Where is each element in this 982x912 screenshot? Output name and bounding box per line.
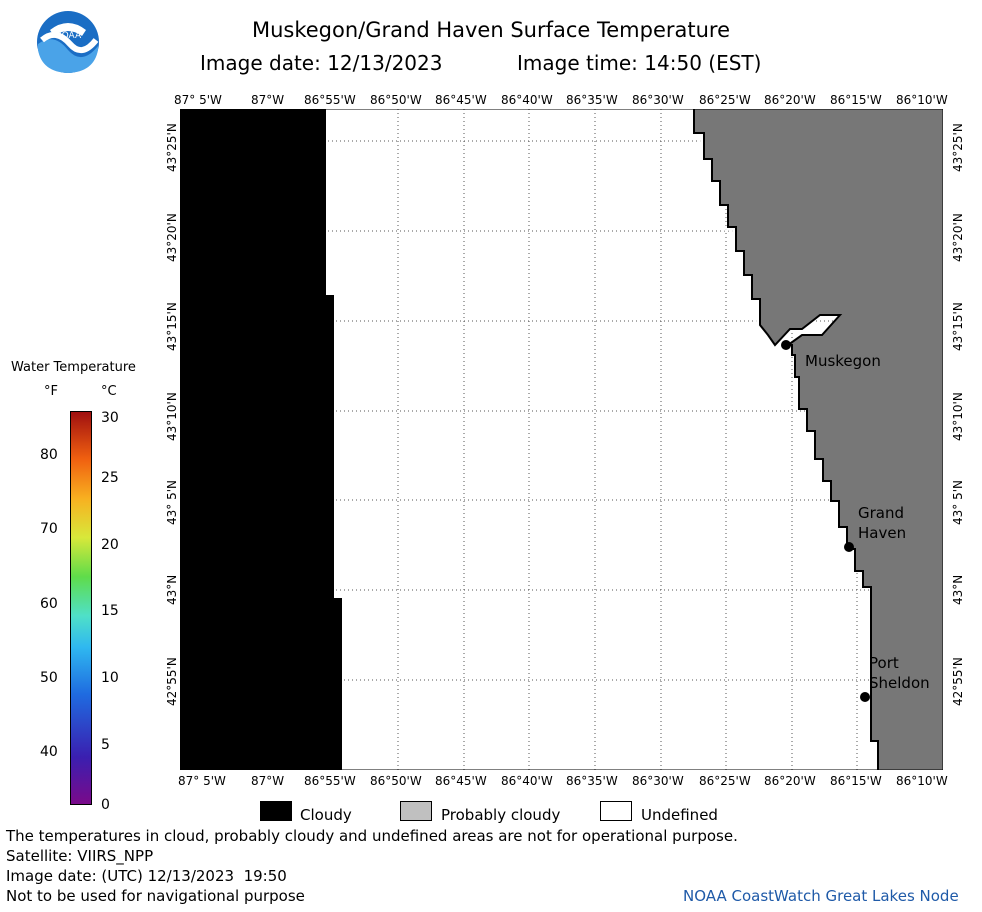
colorbar bbox=[70, 411, 92, 805]
lon-tick: 86°30'W bbox=[632, 93, 684, 107]
lon-tick: 87°W bbox=[251, 774, 285, 788]
footer-note: The temperatures in cloud, probably clou… bbox=[6, 827, 738, 845]
lat-tick: 42°55'N bbox=[951, 657, 965, 706]
lon-tick: 86°35'W bbox=[566, 774, 618, 788]
lon-tick: 86°55'W bbox=[304, 93, 356, 107]
legend-label-undefined: Undefined bbox=[641, 806, 718, 824]
lon-tick: 86°30'W bbox=[632, 774, 684, 788]
image-time: Image time: 14:50 (EST) bbox=[517, 51, 762, 75]
f-tick: 70 bbox=[40, 521, 58, 537]
f-tick: 50 bbox=[40, 670, 58, 686]
footer-credit: NOAA CoastWatch Great Lakes Node bbox=[683, 887, 959, 905]
lon-tick: 86°50'W bbox=[370, 93, 422, 107]
land-region bbox=[694, 109, 943, 770]
lat-tick: 42°55'N bbox=[165, 657, 179, 706]
logo-text: NOAA bbox=[55, 31, 82, 41]
c-tick: 25 bbox=[101, 470, 119, 486]
legend-swatch-probably-cloudy bbox=[400, 801, 432, 821]
colorbar-title: Water Temperature bbox=[11, 360, 136, 375]
lon-tick: 86°20'W bbox=[764, 774, 816, 788]
c-tick: 30 bbox=[101, 410, 119, 426]
lat-tick: 43°10'N bbox=[951, 392, 965, 441]
footer-nav-note: Not to be used for navigational purpose bbox=[6, 887, 305, 905]
f-tick: 80 bbox=[40, 447, 58, 463]
c-tick: 5 bbox=[101, 737, 110, 753]
city-dot-grand-haven bbox=[844, 542, 854, 552]
place-label-grand-haven-2: Haven bbox=[858, 524, 906, 542]
lon-tick: 86°40'W bbox=[501, 93, 553, 107]
c-tick: 20 bbox=[101, 537, 119, 553]
c-tick: 10 bbox=[101, 670, 119, 686]
lat-tick: 43°N bbox=[165, 574, 179, 605]
f-tick: 60 bbox=[40, 596, 58, 612]
cloudy-region bbox=[180, 109, 342, 770]
lon-tick: 86°55'W bbox=[304, 774, 356, 788]
lon-tick: 86°25'W bbox=[699, 93, 751, 107]
lat-tick: 43°25'N bbox=[165, 123, 179, 172]
place-label-muskegon: Muskegon bbox=[805, 352, 881, 370]
place-label-port-sheldon-2: Sheldon bbox=[869, 674, 930, 692]
lon-tick: 86°20'W bbox=[764, 93, 816, 107]
lon-tick: 86°45'W bbox=[435, 774, 487, 788]
lat-tick: 43°N bbox=[951, 574, 965, 605]
legend-label-cloudy: Cloudy bbox=[300, 806, 352, 824]
noaa-logo: NOAA bbox=[36, 10, 100, 74]
city-dot-muskegon bbox=[781, 340, 791, 350]
lon-tick: 86°15'W bbox=[830, 774, 882, 788]
c-tick: 0 bbox=[101, 797, 110, 813]
f-tick: 40 bbox=[40, 744, 58, 760]
lon-tick: 86°10'W bbox=[896, 774, 948, 788]
lon-tick: 86°25'W bbox=[699, 774, 751, 788]
lon-tick: 86°10'W bbox=[896, 93, 948, 107]
colorbar-unit-c: °C bbox=[101, 384, 117, 399]
city-dot-port-sheldon bbox=[860, 692, 870, 702]
legend-label-probably-cloudy: Probably cloudy bbox=[441, 806, 561, 824]
lon-tick: 86°45'W bbox=[435, 93, 487, 107]
lat-tick: 43°10'N bbox=[165, 392, 179, 441]
lon-tick: 86°35'W bbox=[566, 93, 618, 107]
noaa-logo-icon: NOAA bbox=[37, 11, 99, 73]
map-area: Muskegon Grand Haven Port Sheldon bbox=[180, 109, 943, 770]
footer-satellite: Satellite: VIIRS_NPP bbox=[6, 847, 154, 865]
legend-swatch-cloudy bbox=[260, 801, 292, 821]
lon-tick: 87° 5'W bbox=[178, 774, 226, 788]
lon-tick: 86°15'W bbox=[830, 93, 882, 107]
legend-swatch-undefined bbox=[600, 801, 632, 821]
lat-tick: 43° 5'N bbox=[165, 480, 179, 525]
lon-tick: 87° 5'W bbox=[174, 93, 222, 107]
image-date: Image date: 12/13/2023 bbox=[200, 51, 443, 75]
lat-tick: 43°20'N bbox=[951, 213, 965, 262]
lat-tick: 43°15'N bbox=[951, 302, 965, 351]
lat-tick: 43°15'N bbox=[165, 302, 179, 351]
lon-tick: 86°40'W bbox=[501, 774, 553, 788]
place-label-grand-haven-1: Grand bbox=[858, 504, 904, 522]
colorbar-unit-f: °F bbox=[44, 384, 58, 399]
map-title: Muskegon/Grand Haven Surface Temperature bbox=[251, 18, 731, 42]
c-tick: 15 bbox=[101, 603, 119, 619]
lat-tick: 43°20'N bbox=[165, 213, 179, 262]
place-label-port-sheldon-1: Port bbox=[869, 654, 899, 672]
lat-tick: 43°25'N bbox=[951, 123, 965, 172]
lon-tick: 86°50'W bbox=[370, 774, 422, 788]
lat-tick: 43° 5'N bbox=[951, 480, 965, 525]
footer-utc-date: Image date: (UTC) 12/13/2023 19:50 bbox=[6, 867, 287, 885]
lon-tick: 87°W bbox=[251, 93, 285, 107]
